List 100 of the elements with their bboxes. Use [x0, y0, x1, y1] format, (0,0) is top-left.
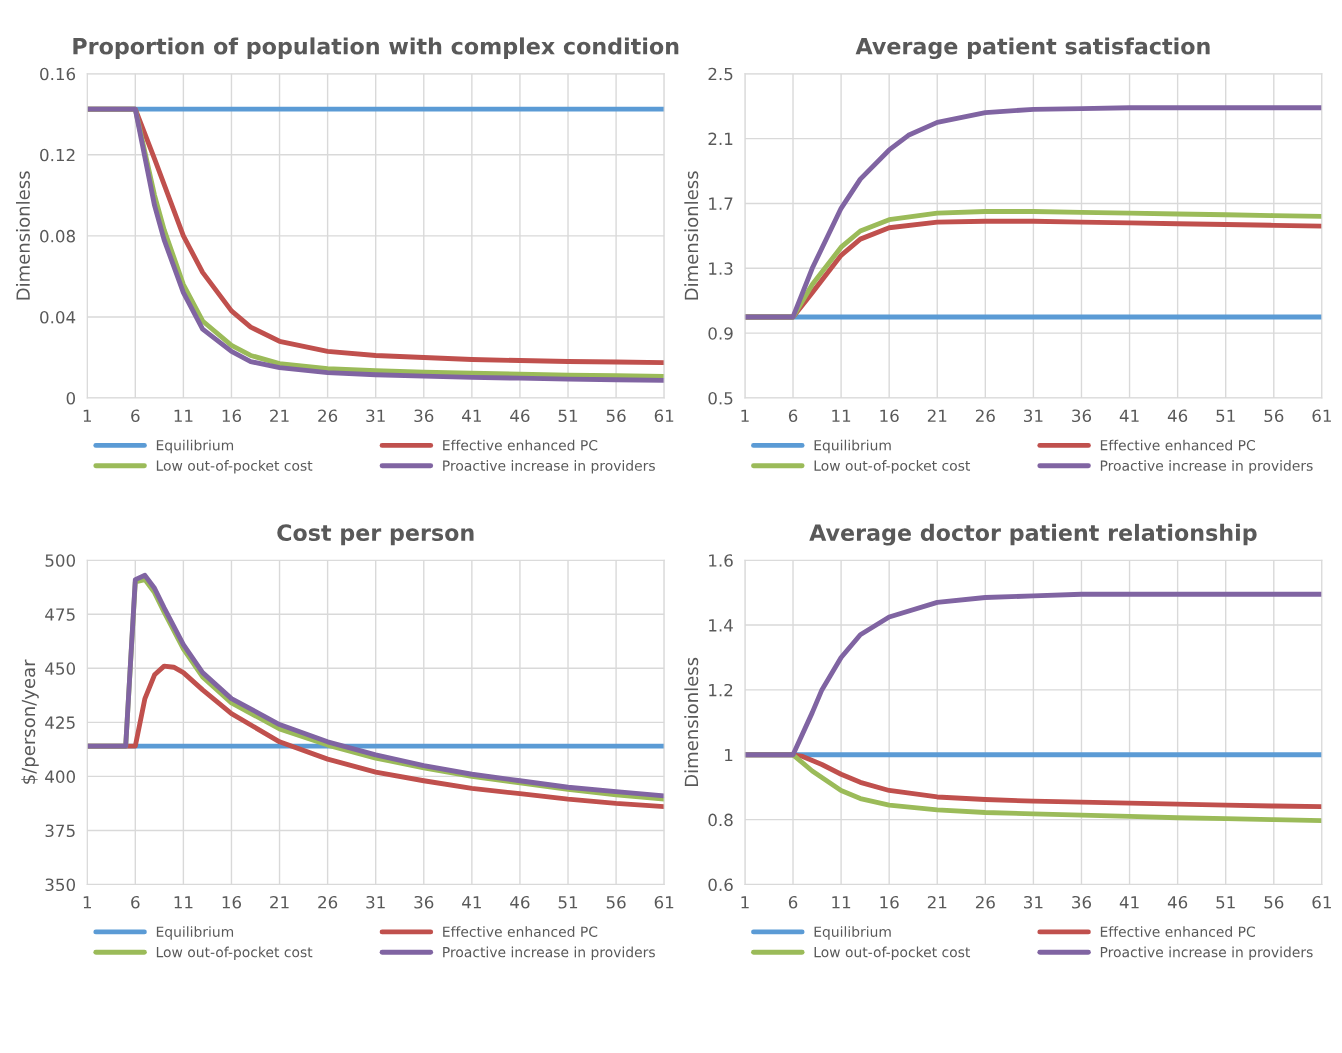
legend-label: Effective enhanced PC: [443, 439, 598, 451]
x-tick-label: 51: [558, 896, 578, 909]
x-tick-label: 61: [1312, 895, 1331, 909]
chart-title: Cost per person: [277, 524, 474, 546]
x-tick-label: 56: [606, 895, 626, 909]
y-tick-label: 0.08: [40, 229, 75, 243]
y-tick-label: 0: [66, 392, 76, 405]
y-tick-label: 2.5: [708, 67, 733, 81]
x-tick-label: 41: [1119, 896, 1139, 909]
x-tick-label: 46: [510, 895, 530, 909]
legend-label: Effective enhanced PC: [1100, 926, 1255, 937]
x-tick-label: 46: [510, 409, 530, 423]
x-tick-label: 16: [222, 409, 242, 423]
legend-label: Equilibrium: [156, 439, 234, 454]
legend-label: Equilibrium: [814, 926, 891, 940]
chart-title: Average doctor patient relationship: [809, 523, 1257, 546]
x-tick-label: 1: [83, 409, 91, 422]
y-tick-label: 0.12: [40, 148, 75, 162]
x-tick-label: 31: [1024, 409, 1043, 423]
legend-label: Proactive increase in providers: [443, 460, 655, 474]
x-tick-label: 56: [606, 409, 626, 423]
y-tick-label: 1: [725, 748, 733, 762]
legend-label: Effective enhanced PC: [443, 926, 598, 937]
y-tick-label: 1.3: [709, 262, 733, 275]
x-tick-label: 61: [654, 895, 674, 909]
x-tick-label: 36: [414, 409, 434, 423]
x-tick-label: 26: [975, 409, 995, 423]
y-tick-label: 1.2: [709, 683, 733, 697]
legend-label: Low out-of-pocket cost: [814, 460, 971, 474]
chart-title: Average patient satisfaction: [855, 37, 1210, 60]
x-tick-label: 36: [1072, 895, 1092, 909]
x-tick-label: 11: [832, 896, 851, 909]
x-tick-label: 26: [975, 895, 995, 909]
x-tick-label: 56: [1264, 409, 1284, 423]
y-tick-label: 400: [45, 770, 76, 783]
y-tick-label: 375: [45, 824, 75, 838]
legend-label: Equilibrium: [156, 926, 234, 940]
y-tick-label: 475: [45, 608, 75, 621]
y-tick-label: 350: [45, 878, 76, 892]
y-tick-label: 425: [45, 716, 75, 729]
x-tick-label: 21: [270, 409, 289, 422]
y-tick-label: 450: [45, 662, 76, 675]
x-tick-label: 61: [654, 409, 674, 423]
x-tick-label: 26: [318, 409, 338, 423]
y-axis-title: Dimensionless: [684, 171, 699, 300]
y-tick-label: 0.8: [708, 813, 733, 827]
y-axis-title: Dimensionless: [684, 657, 699, 787]
x-tick-label: 21: [927, 409, 947, 422]
legend-label: Effective enhanced PC: [1100, 439, 1255, 451]
x-tick-label: 31: [1024, 895, 1043, 909]
y-tick-label: 0.5: [708, 392, 733, 405]
y-tick-label: 1.4: [709, 619, 733, 632]
x-tick-label: 56: [1264, 895, 1284, 909]
y-axis-title: $/person/year: [21, 659, 39, 784]
line-series: [744, 105, 1322, 320]
y-tick-label: 500: [45, 554, 76, 567]
x-tick-label: 11: [832, 409, 851, 422]
legend-label: Low out-of-pocket cost: [156, 460, 313, 474]
x-tick-label: 41: [462, 409, 481, 422]
y-axis-title: Dimensionless: [15, 171, 30, 300]
legend-label: Proactive increase in providers: [1100, 946, 1313, 961]
x-tick-label: 11: [174, 896, 193, 909]
x-tick-label: 21: [270, 895, 289, 909]
x-tick-label: 61: [1312, 409, 1331, 423]
x-tick-label: 1: [83, 896, 91, 909]
x-tick-label: 16: [880, 409, 899, 423]
x-tick-label: 46: [1167, 895, 1188, 909]
legend-label: Proactive increase in providers: [443, 946, 655, 961]
legend-label: Proactive increase in providers: [1100, 460, 1313, 474]
y-tick-label: 2.1: [708, 132, 733, 145]
x-tick-label: 51: [558, 409, 578, 423]
x-tick-label: 11: [174, 409, 193, 422]
legend-label: Low out-of-pocket cost: [814, 946, 971, 961]
x-tick-label: 6: [788, 895, 798, 909]
x-tick-label: 21: [927, 895, 947, 909]
y-tick-label: 0.6: [708, 878, 733, 892]
x-tick-label: 41: [462, 896, 481, 909]
x-tick-label: 1: [741, 896, 749, 909]
y-tick-label: 1.6: [709, 554, 733, 567]
chart-title: Proportion of population with complex condition: [73, 37, 679, 59]
x-tick-label: 46: [1167, 409, 1188, 423]
x-tick-label: 6: [131, 409, 140, 423]
x-tick-label: 51: [1216, 409, 1235, 423]
x-tick-label: 51: [1216, 896, 1235, 909]
x-tick-label: 36: [414, 895, 434, 909]
x-tick-label: 6: [131, 895, 140, 909]
y-tick-label: 0.16: [40, 67, 76, 81]
y-tick-label: 0.9: [708, 327, 733, 340]
x-tick-label: 16: [880, 895, 899, 909]
legend-label: Low out-of-pocket cost: [156, 946, 313, 961]
x-tick-label: 6: [788, 409, 798, 423]
x-tick-label: 36: [1072, 409, 1092, 423]
line-series: [744, 591, 1322, 758]
x-tick-label: 16: [222, 895, 242, 909]
x-tick-label: 31: [366, 895, 385, 909]
x-tick-label: 41: [1119, 409, 1139, 422]
x-tick-label: 1: [741, 409, 749, 422]
x-tick-label: 26: [318, 895, 338, 909]
x-tick-label: 31: [366, 409, 385, 423]
y-tick-label: 1.7: [709, 197, 733, 210]
